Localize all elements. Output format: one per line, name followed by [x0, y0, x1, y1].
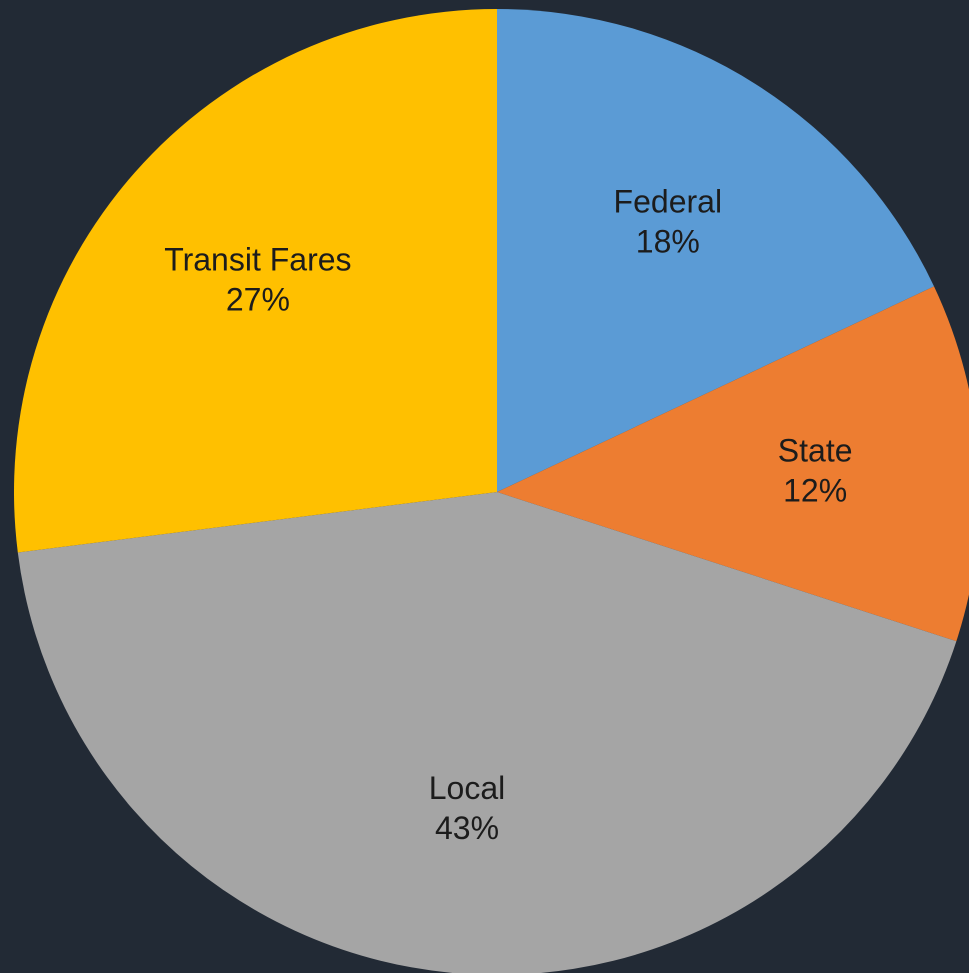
slice-value-label: 27% [226, 282, 290, 318]
slice-value-label: 12% [783, 472, 847, 508]
pie-slice [17, 492, 957, 973]
slice-label: Local [429, 770, 506, 806]
slice-label: Transit Fares [164, 242, 351, 278]
slice-value-label: 43% [435, 810, 499, 846]
slice-value-label: 18% [636, 223, 700, 259]
slice-label: Federal [614, 183, 723, 219]
slice-label: State [778, 432, 853, 468]
pie-slice [497, 9, 935, 492]
pie-slice [13, 9, 497, 553]
pie-slice [497, 286, 969, 642]
